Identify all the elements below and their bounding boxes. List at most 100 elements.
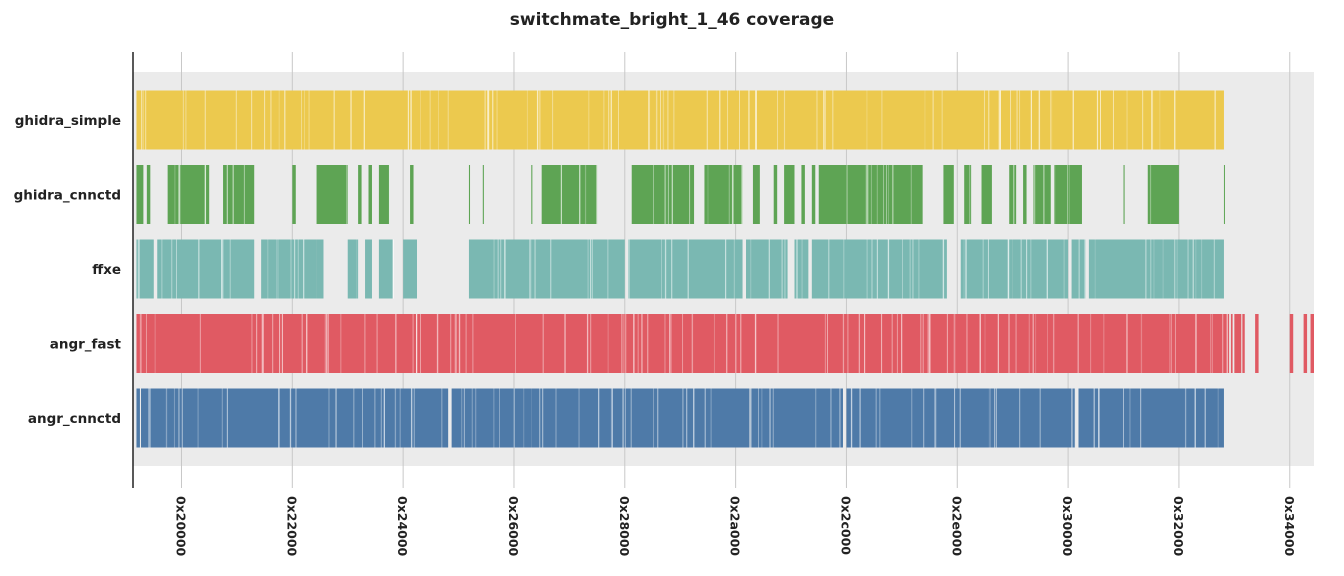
coverage-gap-stripe bbox=[529, 239, 531, 299]
coverage-gap-stripe bbox=[830, 388, 832, 448]
coverage-gap-stripe bbox=[154, 314, 156, 373]
coverage-gap-stripe bbox=[846, 165, 848, 224]
coverage-gap-stripe bbox=[839, 388, 841, 448]
x-tick-label: 0x24000 bbox=[395, 496, 410, 557]
y-label-angr_fast: angr_fast bbox=[50, 337, 122, 353]
coverage-gap-stripe bbox=[902, 239, 903, 299]
coverage-block bbox=[794, 239, 809, 299]
chart-title: switchmate_bright_1_46 coverage bbox=[510, 10, 834, 30]
coverage-gap-stripe bbox=[413, 388, 415, 448]
coverage-gap-stripe bbox=[550, 239, 552, 299]
coverage-gap-stripe bbox=[1034, 165, 1036, 224]
coverage-gap-stripe bbox=[1151, 90, 1153, 150]
coverage-gap-stripe bbox=[655, 90, 657, 150]
x-tick-label: 0x20000 bbox=[173, 496, 188, 557]
coverage-gap-stripe bbox=[1047, 314, 1048, 373]
coverage-gap-stripe bbox=[1071, 388, 1073, 448]
x-tick-label: 0x32000 bbox=[1171, 496, 1186, 557]
coverage-gap-stripe bbox=[499, 388, 500, 448]
coverage-gap-stripe bbox=[284, 90, 285, 150]
coverage-gap-stripe bbox=[879, 388, 881, 448]
y-label-ghidra_cnnctd: ghidra_cnnctd bbox=[14, 188, 121, 204]
x-tick-label: 0x28000 bbox=[617, 496, 632, 557]
track-ghidra_simple bbox=[136, 90, 1224, 150]
coverage-gap-stripe bbox=[1214, 90, 1216, 150]
coverage-gap-stripe bbox=[623, 314, 624, 373]
coverage-gap-stripe bbox=[204, 90, 206, 150]
coverage-block bbox=[368, 165, 372, 224]
coverage-gap-stripe bbox=[290, 239, 292, 299]
coverage-gap-stripe bbox=[536, 90, 539, 150]
coverage-gap-stripe bbox=[374, 388, 376, 448]
coverage-block bbox=[358, 165, 362, 224]
coverage-gap-stripe bbox=[748, 90, 750, 150]
coverage-gap-stripe bbox=[1067, 165, 1069, 224]
coverage-gap-stripe bbox=[1129, 388, 1131, 448]
coverage-block bbox=[136, 314, 1228, 373]
coverage-gap-stripe bbox=[560, 165, 562, 224]
coverage-gap-stripe bbox=[161, 239, 163, 299]
coverage-gap-stripe bbox=[824, 314, 826, 373]
coverage-gap-stripe bbox=[1184, 388, 1187, 448]
coverage-gap-stripe bbox=[934, 388, 936, 448]
coverage-gap-stripe bbox=[465, 314, 467, 373]
coverage-gap-stripe bbox=[732, 165, 734, 224]
coverage-gap-stripe bbox=[876, 239, 878, 299]
coverage-gap-stripe bbox=[633, 314, 635, 373]
coverage-gap-stripe bbox=[983, 90, 985, 150]
coverage-gap-stripe bbox=[475, 388, 477, 448]
coverage-gap-stripe bbox=[301, 90, 303, 150]
coverage-gap-stripe bbox=[1173, 239, 1176, 299]
coverage-block bbox=[378, 165, 390, 224]
coverage-gap-stripe bbox=[178, 388, 180, 448]
coverage-block bbox=[801, 165, 805, 224]
coverage-gap-stripe bbox=[968, 165, 971, 224]
coverage-gap-stripe bbox=[859, 388, 861, 448]
coverage-block bbox=[1033, 165, 1051, 224]
coverage-gap-stripe bbox=[1090, 314, 1092, 373]
coverage-gap-stripe bbox=[1050, 90, 1051, 150]
coverage-gap-stripe bbox=[641, 314, 643, 373]
coverage-gap-stripe bbox=[1153, 239, 1155, 299]
coverage-gap-stripe bbox=[1100, 90, 1101, 150]
coverage-gap-stripe bbox=[199, 314, 201, 373]
coverage-gap-stripe bbox=[328, 388, 330, 448]
coverage-gap-stripe bbox=[281, 314, 284, 373]
coverage-gap-stripe bbox=[539, 90, 541, 150]
coverage-gap-stripe bbox=[1013, 165, 1015, 224]
coverage-gap-stripe bbox=[270, 90, 272, 150]
coverage-gap-stripe bbox=[750, 388, 752, 448]
coverage-block bbox=[482, 165, 484, 224]
coverage-gap-stripe bbox=[625, 388, 626, 448]
coverage-gap-stripe bbox=[176, 239, 177, 299]
coverage-gap-stripe bbox=[843, 239, 845, 299]
coverage-gap-stripe bbox=[221, 239, 222, 299]
coverage-gap-stripe bbox=[883, 165, 885, 224]
coverage-gap-stripe bbox=[1176, 239, 1178, 299]
coverage-gap-stripe bbox=[731, 165, 733, 224]
coverage-gap-stripe bbox=[611, 388, 613, 448]
coverage-gap-stripe bbox=[880, 314, 883, 373]
coverage-gap-stripe bbox=[777, 314, 779, 373]
coverage-gap-stripe bbox=[165, 388, 168, 448]
coverage-gap-stripe bbox=[326, 314, 328, 373]
coverage-gap-stripe bbox=[755, 90, 757, 150]
track-ffxe bbox=[136, 239, 1224, 299]
coverage-gap-stripe bbox=[1217, 388, 1219, 448]
coverage-gap-stripe bbox=[410, 90, 412, 150]
coverage-block bbox=[468, 165, 471, 224]
coverage-block bbox=[811, 239, 947, 299]
coverage-block bbox=[136, 388, 140, 448]
coverage-gap-stripe bbox=[918, 239, 920, 299]
coverage-gap-stripe bbox=[741, 165, 743, 224]
coverage-gap-stripe bbox=[822, 90, 824, 150]
coverage-block bbox=[1255, 314, 1259, 373]
coverage-block bbox=[223, 165, 255, 224]
coverage-gap-stripe bbox=[750, 239, 752, 299]
coverage-gap-stripe bbox=[139, 314, 142, 373]
coverage-gap-stripe bbox=[472, 314, 474, 373]
coverage-gap-stripe bbox=[1032, 314, 1034, 373]
coverage-gap-stripe bbox=[1096, 90, 1099, 150]
coverage-gap-stripe bbox=[591, 239, 593, 299]
